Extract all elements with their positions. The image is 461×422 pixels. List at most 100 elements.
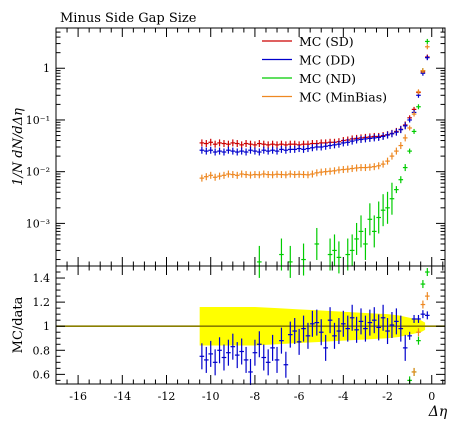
ratio-point-mc-dd xyxy=(226,339,231,366)
data-point-mc-minbias xyxy=(279,171,284,179)
data-point-mc-minbias xyxy=(270,171,275,179)
ratio-point-mc-dd xyxy=(261,344,267,371)
data-point-mc-sd xyxy=(261,140,267,148)
data-point-mc-nd xyxy=(385,191,390,224)
ratio-point-mc-dd xyxy=(425,311,430,320)
data-point-mc-minbias xyxy=(407,125,412,131)
ratio-point-mc-dd xyxy=(243,346,249,373)
ratio-plot-frame xyxy=(55,265,446,385)
data-point-mc-dd xyxy=(345,138,351,146)
data-point-mc-minbias xyxy=(411,111,417,117)
data-point-mc-minbias xyxy=(332,167,337,175)
data-point-mc-nd xyxy=(336,241,342,274)
data-point-mc-dd xyxy=(367,134,373,142)
ratio-point-mc-dd xyxy=(385,318,390,345)
data-point-mc-nd xyxy=(376,201,381,234)
data-point-mc-dd xyxy=(208,146,214,154)
ratio-point-mc-dd xyxy=(363,315,368,342)
data-point-mc-nd xyxy=(380,194,386,227)
data-point-mc-minbias xyxy=(239,170,244,178)
ratio-point-mc-dd xyxy=(376,314,381,341)
data-point-mc-dd xyxy=(389,130,395,138)
ratio-point-mc-dd xyxy=(199,343,205,370)
data-point-mc-dd xyxy=(301,145,306,153)
data-point-mc-dd xyxy=(274,147,280,155)
data-point-mc-minbias xyxy=(261,170,267,178)
data-point-mc-nd xyxy=(257,245,262,278)
ratio-point-mc-dd xyxy=(234,342,240,369)
ratio-point-mc-dd xyxy=(217,337,222,364)
ratio-point-mc-dd xyxy=(318,319,324,346)
data-point-mc-nd xyxy=(358,215,364,248)
data-point-mc-dd xyxy=(239,147,244,155)
data-point-mc-sd xyxy=(257,140,262,148)
data-point-mc-minbias xyxy=(292,171,298,179)
ratio-point-mc-dd xyxy=(274,346,280,373)
data-point-mc-minbias xyxy=(230,171,236,179)
data-point-mc-dd xyxy=(265,147,271,155)
data-point-mc-minbias xyxy=(287,170,293,178)
data-point-mc-minbias xyxy=(212,173,218,181)
data-point-mc-sd xyxy=(274,141,280,149)
chart-title: Minus Side Gap Size xyxy=(60,11,197,26)
data-point-mc-minbias xyxy=(380,160,386,168)
data-point-mc-sd xyxy=(270,140,275,148)
data-point-mc-minbias xyxy=(363,164,368,172)
x-tick-label: -14 xyxy=(113,390,131,403)
main-plot-points xyxy=(199,38,430,278)
data-point-mc-minbias xyxy=(203,173,209,181)
main-y-tick-label: 1 xyxy=(43,62,50,75)
data-point-mc-nd xyxy=(332,234,337,267)
data-point-mc-nd xyxy=(301,243,306,276)
ratio-point-mc-nd xyxy=(425,268,430,277)
data-point-mc-dd xyxy=(407,117,412,123)
data-point-mc-nd xyxy=(327,238,333,271)
ratio-point-mc-minbias xyxy=(420,300,426,309)
data-point-mc-sd xyxy=(248,140,253,148)
data-point-mc-dd xyxy=(385,131,390,139)
data-point-mc-sd xyxy=(234,140,240,148)
data-point-mc-dd xyxy=(226,146,231,154)
ratio-point-mc-dd xyxy=(279,327,284,354)
ratio-point-mc-dd xyxy=(230,333,236,360)
data-point-mc-dd xyxy=(363,135,368,143)
data-point-mc-dd xyxy=(234,148,240,156)
data-point-mc-dd xyxy=(248,146,253,154)
data-point-mc-minbias xyxy=(327,167,333,175)
ratio-point-mc-dd xyxy=(283,351,289,378)
data-point-mc-nd xyxy=(416,104,421,110)
data-point-mc-sd xyxy=(252,141,258,149)
data-point-mc-nd xyxy=(367,203,373,236)
ratio-point-mc-dd xyxy=(371,307,377,334)
ratio-point-mc-dd xyxy=(292,318,298,345)
data-point-mc-dd xyxy=(327,142,333,150)
ratio-point-mc-dd xyxy=(287,321,293,348)
legend-label: MC (ND) xyxy=(299,71,356,86)
data-point-mc-dd xyxy=(287,145,293,153)
x-tick-label: -4 xyxy=(338,390,349,403)
data-point-mc-nd xyxy=(345,238,351,271)
ratio-y-tick-label: 0.8 xyxy=(33,344,51,357)
ratio-point-mc-dd xyxy=(301,315,306,342)
data-point-mc-sd xyxy=(203,140,209,148)
x-tick-label: -6 xyxy=(294,390,305,403)
ratio-point-mc-dd xyxy=(257,331,262,358)
ratio-point-mc-dd xyxy=(358,308,364,335)
ratio-point-mc-dd xyxy=(398,315,404,342)
data-point-mc-minbias xyxy=(199,174,205,182)
data-point-mc-sd xyxy=(226,140,231,148)
data-point-mc-nd xyxy=(394,186,399,194)
ratio-point-mc-dd xyxy=(367,309,373,336)
data-point-mc-dd xyxy=(349,137,355,145)
data-point-mc-nd xyxy=(354,222,359,255)
data-point-mc-nd xyxy=(398,176,404,184)
data-point-mc-nd xyxy=(411,128,417,134)
data-point-mc-sd xyxy=(212,140,218,148)
ratio-point-mc-dd xyxy=(252,339,258,366)
ratio-point-mc-dd xyxy=(345,315,351,342)
data-point-mc-minbias xyxy=(314,169,320,177)
ratio-point-mc-dd xyxy=(270,334,275,361)
data-point-mc-minbias xyxy=(398,142,404,150)
main-y-tick-label: 10⁻³ xyxy=(26,217,50,230)
data-point-mc-dd xyxy=(314,143,320,151)
